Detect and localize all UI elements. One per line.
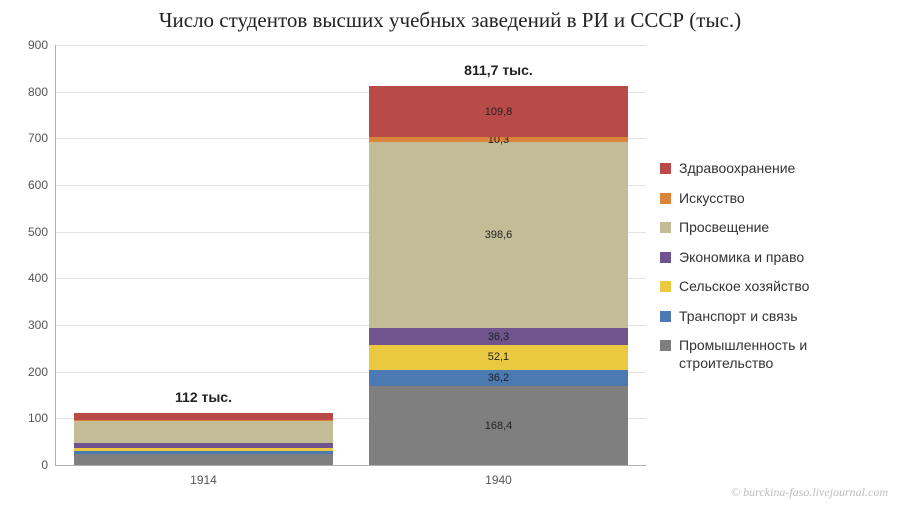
legend-item-industry: Промышленность и строительство	[660, 337, 890, 372]
legend-swatch-health	[660, 163, 671, 174]
legend: Здравоохранение Искусство Просвещение Эконо…	[660, 160, 890, 384]
segment-art	[369, 137, 629, 142]
segment-agri	[369, 345, 629, 369]
segment-art	[74, 420, 334, 421]
legend-label-agri: Сельское хозяйство	[679, 278, 809, 296]
y-tick-label: 0	[8, 458, 48, 472]
legend-swatch-art	[660, 193, 671, 204]
legend-label-industry: Промышленность и строительство	[679, 337, 890, 372]
legend-swatch-industry	[660, 340, 671, 351]
legend-item-econ: Экономика и право	[660, 249, 890, 267]
plot-area: 1914112 тыс.1940168,436,252,136,3398,610…	[55, 45, 646, 466]
bar-total-label: 811,7 тыс.	[399, 62, 599, 78]
segment-education	[74, 421, 334, 442]
attribution-text: © burckina-faso.livejournal.com	[731, 485, 888, 500]
segment-econ	[74, 443, 334, 449]
y-tick-label: 800	[8, 85, 48, 99]
x-tick-label: 1914	[190, 473, 217, 487]
segment-econ	[369, 328, 629, 345]
legend-swatch-econ	[660, 252, 671, 263]
y-tick-label: 600	[8, 178, 48, 192]
segment-industry	[369, 386, 629, 465]
y-tick-label: 400	[8, 271, 48, 285]
legend-item-health: Здравоохранение	[660, 160, 890, 178]
legend-item-transport: Транспорт и связь	[660, 308, 890, 326]
legend-swatch-education	[660, 222, 671, 233]
legend-label-health: Здравоохранение	[679, 160, 795, 178]
segment-agri	[74, 448, 334, 451]
y-tick-label: 900	[8, 38, 48, 52]
legend-item-agri: Сельское хозяйство	[660, 278, 890, 296]
x-tick-label: 1940	[485, 473, 512, 487]
legend-label-education: Просвещение	[679, 219, 769, 237]
y-tick-label: 500	[8, 225, 48, 239]
gridline	[56, 45, 646, 46]
legend-label-transport: Транспорт и связь	[679, 308, 798, 326]
segment-health	[74, 413, 334, 420]
bar-total-label: 112 тыс.	[104, 389, 304, 405]
legend-swatch-agri	[660, 281, 671, 292]
legend-swatch-transport	[660, 311, 671, 322]
chart-title: Число студентов высших учебных заведений…	[0, 8, 900, 33]
legend-item-education: Просвещение	[660, 219, 890, 237]
segment-health	[369, 86, 629, 137]
legend-label-art: Искусство	[679, 190, 745, 208]
segment-transport	[74, 451, 334, 454]
y-tick-label: 200	[8, 365, 48, 379]
segment-transport	[369, 370, 629, 387]
segment-education	[369, 142, 629, 328]
y-tick-label: 100	[8, 411, 48, 425]
legend-item-art: Искусство	[660, 190, 890, 208]
y-tick-label: 700	[8, 131, 48, 145]
y-tick-label: 300	[8, 318, 48, 332]
segment-industry	[74, 454, 334, 465]
legend-label-econ: Экономика и право	[679, 249, 804, 267]
